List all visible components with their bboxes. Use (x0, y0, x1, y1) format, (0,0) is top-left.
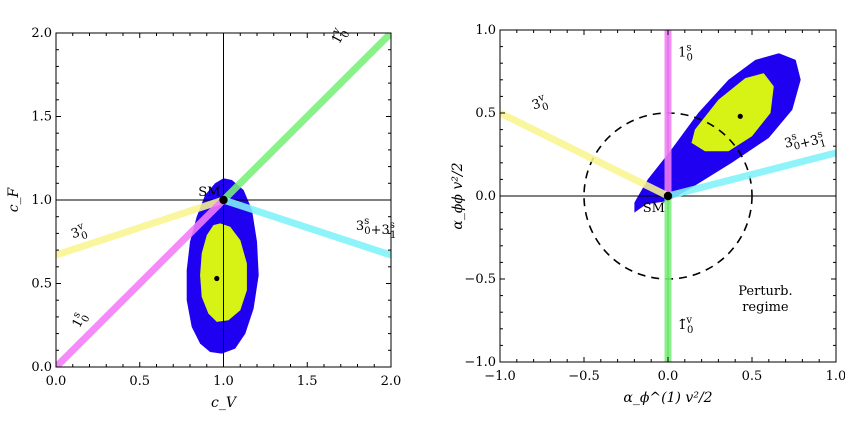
sm-label: SM (198, 185, 220, 200)
x-tick-label: 0.0 (46, 374, 67, 389)
y-axis-label: c_F (6, 186, 22, 212)
series-line (221, 33, 391, 203)
x-tick-label: 1.5 (297, 374, 318, 389)
plot-area (500, 30, 836, 362)
y-tick-label: 0.0 (475, 189, 496, 204)
region-label: Perturb. (738, 284, 792, 299)
y-tick-label: 1.0 (31, 193, 52, 208)
x-tick-label: 0.5 (129, 374, 150, 389)
y-tick-label: 1.0 (475, 23, 496, 38)
y-tick-label: 2.0 (31, 26, 52, 41)
sm-label: SM (643, 201, 665, 216)
y-tick-label: −0.5 (464, 272, 496, 287)
series-label: 3s0+3s1 (782, 124, 827, 158)
contour-inner (691, 73, 774, 152)
best-fit-point (214, 275, 220, 282)
y-tick-label: 0.5 (475, 106, 496, 121)
x-tick-label: 0.5 (742, 369, 763, 384)
series-line (222, 196, 391, 259)
x-axis-label: α_ϕ^(1) v²/2 (623, 390, 712, 406)
x-tick-label: 1.0 (826, 369, 845, 384)
y-axis-label: α_ϕϕ v²/2 (450, 162, 466, 229)
series-label: 1s0 (67, 309, 92, 332)
series-label: 3v0 (68, 220, 89, 245)
series-label: 3v0 (529, 92, 550, 117)
x-axis-label: c_V (211, 395, 238, 411)
x-tick-label: −1.0 (484, 369, 516, 384)
region-label: regime (742, 300, 789, 315)
sm-point (219, 195, 228, 205)
series-line (56, 196, 225, 259)
y-tick-label: −1.0 (464, 355, 496, 370)
sm-point (663, 191, 673, 201)
plot-area (56, 33, 391, 367)
x-tick-label: 1.0 (213, 374, 234, 389)
y-tick-label: 1.5 (31, 110, 52, 125)
y-tick-label: 0.0 (31, 360, 52, 375)
x-tick-label: 2.0 (381, 374, 402, 389)
series-line (500, 109, 670, 200)
best-fit-point (737, 113, 743, 119)
right-panel: −1.0 −0.5 0.0 0.5 1.0 −1.0 −0.5 0.0 0.5 1.0 α_ϕ^(1… (450, 23, 845, 406)
x-tick-label: −0.5 (568, 369, 600, 384)
left-panel: 0.0 0.5 1.0 1.5 2.0 0.0 0.5 1.0 1.5 2.0 c_V c_F SM 1̃… (6, 25, 402, 411)
series-line (667, 149, 836, 200)
series-line (56, 197, 226, 367)
series-label: 1̃v0 (327, 25, 353, 48)
y-tick-label: 0.5 (31, 277, 52, 292)
x-tick-label: 0.0 (658, 369, 679, 384)
